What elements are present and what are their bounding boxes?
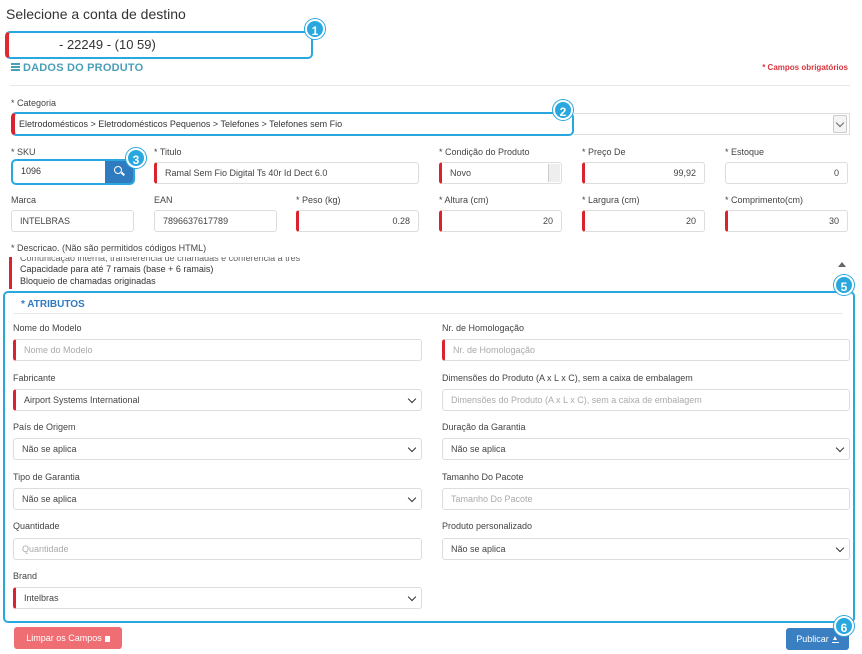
manufacturer-select[interactable]: Airport Systems International: [13, 389, 422, 411]
height-field[interactable]: 20: [439, 210, 562, 232]
condition-label: * Condição do Produto: [439, 147, 530, 157]
warranty-duration-label: Duração da Garantia: [442, 422, 526, 432]
homologation-field[interactable]: Nr. de Homologação: [442, 339, 850, 361]
brand-field[interactable]: INTELBRAS: [11, 210, 134, 232]
divider: [10, 85, 850, 86]
origin-value: Não se aplica: [22, 444, 77, 454]
trash-icon: [104, 636, 110, 642]
stock-field[interactable]: 0: [725, 162, 848, 184]
manufacturer-label: Fabricante: [13, 373, 56, 383]
package-size-label: Tamanho Do Pacote: [442, 472, 524, 482]
homologation-label: Nr. de Homologação: [442, 323, 525, 333]
sku-value: 1096: [21, 166, 42, 176]
description-textarea[interactable]: Comunicação interna, transferência de ch…: [9, 257, 849, 289]
clear-fields-button[interactable]: Limpar os Campos: [14, 627, 122, 649]
chevron-down-icon: [407, 592, 417, 602]
title-field[interactable]: Ramal Sem Fio Digital Ts 40r Id Dect 6.0: [154, 162, 419, 184]
description-line-2: Capacidade para até 7 ramais (base + 6 r…: [20, 264, 214, 274]
sku-field[interactable]: 1096: [11, 159, 135, 185]
height-label: * Altura (cm): [439, 195, 489, 205]
title-label: * Titulo: [154, 147, 182, 157]
chevron-down-icon: [835, 543, 845, 553]
width-field[interactable]: 20: [582, 210, 705, 232]
condition-select[interactable]: Novo: [439, 162, 562, 184]
scroll-up-icon[interactable]: [838, 262, 846, 267]
attr-brand-select[interactable]: Intelbras: [13, 587, 422, 609]
account-select[interactable]: - 22249 - (10 59): [5, 31, 313, 59]
custom-product-label: Produto personalizado: [442, 521, 533, 531]
chevron-down-icon: [407, 493, 417, 503]
attributes-title: * ATRIBUTOS: [21, 299, 85, 310]
quantity-field[interactable]: Quantidade: [13, 538, 422, 560]
section-title-product: DADOS DO PRODUTO: [11, 62, 143, 74]
publish-button[interactable]: Publicar: [786, 628, 849, 650]
warranty-type-value: Não se aplica: [22, 494, 77, 504]
attr-brand-value: Intelbras: [24, 593, 59, 603]
length-label: * Comprimento(cm): [725, 195, 804, 205]
price-label: * Preço De: [582, 147, 626, 157]
warranty-duration-value: Não se aplica: [451, 444, 506, 454]
clear-fields-label: Limpar os Campos: [26, 633, 102, 643]
annotation-badge-1: 1: [305, 19, 325, 39]
custom-product-select[interactable]: Não se aplica: [442, 538, 850, 560]
chevron-down-icon: [548, 164, 560, 182]
annotation-badge-6: 6: [834, 616, 854, 636]
required-fields-note: * Campos obrigatórios: [762, 63, 848, 72]
attr-brand-label: Brand: [13, 571, 38, 581]
package-size-field[interactable]: Tamanho Do Pacote: [442, 488, 850, 510]
dimensions-field[interactable]: Dimensões do Produto (A x L x C), sem a …: [442, 389, 850, 411]
weight-label: * Peso (kg): [296, 195, 341, 205]
ean-label: EAN: [154, 195, 173, 205]
category-select-extension[interactable]: [574, 113, 850, 135]
attributes-panel: [3, 291, 855, 623]
category-label: * Categoria: [11, 98, 57, 108]
model-name-label: Nome do Modelo: [13, 323, 82, 333]
publish-label: Publicar: [796, 634, 829, 644]
description-label: * Descricao. (Não são permitidos códigos…: [11, 243, 207, 253]
list-icon: [11, 63, 20, 71]
weight-field[interactable]: 0.28: [296, 210, 419, 232]
chevron-down-icon: [835, 443, 845, 453]
width-label: * Largura (cm): [582, 195, 640, 205]
category-select[interactable]: Eletrodomésticos > Eletrodomésticos Pequ…: [11, 112, 574, 136]
warranty-duration-select[interactable]: Não se aplica: [442, 438, 850, 460]
chevron-down-icon: [407, 394, 417, 404]
origin-label: País de Origem: [13, 422, 76, 432]
annotation-badge-5: 5: [834, 275, 854, 295]
brand-label: Marca: [11, 195, 37, 205]
annotation-badge-2: 2: [553, 100, 573, 120]
custom-product-value: Não se aplica: [451, 544, 506, 554]
upload-icon: [831, 636, 839, 643]
length-field[interactable]: 30: [725, 210, 848, 232]
warranty-type-label: Tipo de Garantia: [13, 472, 80, 482]
annotation-badge-3: 3: [126, 148, 146, 168]
description-line-1: Comunicação interna, transferência de ch…: [20, 257, 301, 263]
search-icon[interactable]: [105, 161, 133, 183]
model-name-field[interactable]: Nome do Modelo: [13, 339, 422, 361]
ean-field[interactable]: 7896637617789: [154, 210, 277, 232]
description-line-3: Bloqueio de chamadas originadas: [20, 276, 156, 286]
warranty-type-select[interactable]: Não se aplica: [13, 488, 422, 510]
chevron-down-icon[interactable]: [833, 115, 847, 133]
chevron-down-icon: [407, 443, 417, 453]
price-field[interactable]: 99,92: [582, 162, 705, 184]
divider: [14, 313, 842, 314]
condition-value: Novo: [450, 168, 472, 178]
dimensions-label: Dimensões do Produto (A x L x C), sem a …: [442, 373, 693, 383]
stock-label: * Estoque: [725, 147, 765, 157]
quantity-label: Quantidade: [13, 521, 60, 531]
sku-label: * SKU: [11, 147, 36, 157]
page-title: Selecione a conta de destino: [6, 6, 186, 22]
origin-select[interactable]: Não se aplica: [13, 438, 422, 460]
manufacturer-value: Airport Systems International: [24, 395, 140, 405]
